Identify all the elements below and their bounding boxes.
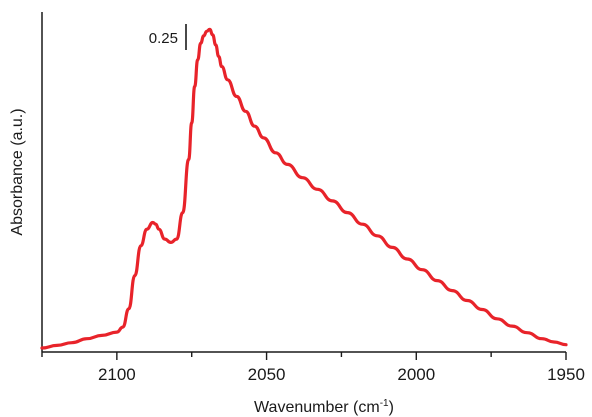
x-tick-label: 2000	[397, 365, 435, 384]
x-axis-label-close: )	[389, 399, 394, 416]
x-tick-label: 2050	[248, 365, 286, 384]
y-axis-label: Absorbance (a.u.)	[9, 108, 26, 235]
x-axis-label-superscript: -1	[380, 398, 389, 409]
x-ticks: 2100 2050 2000 1950	[41, 352, 585, 384]
x-tick-label: 1950	[547, 365, 585, 384]
x-axis-label: Wavenumber (cm-1)	[254, 398, 394, 416]
absorbance-series-line	[40, 27, 568, 350]
x-axis-label-text: Wavenumber (cm	[254, 399, 380, 416]
scale-bar-label: 0.25	[149, 30, 178, 47]
x-tick-label: 2100	[98, 365, 136, 384]
